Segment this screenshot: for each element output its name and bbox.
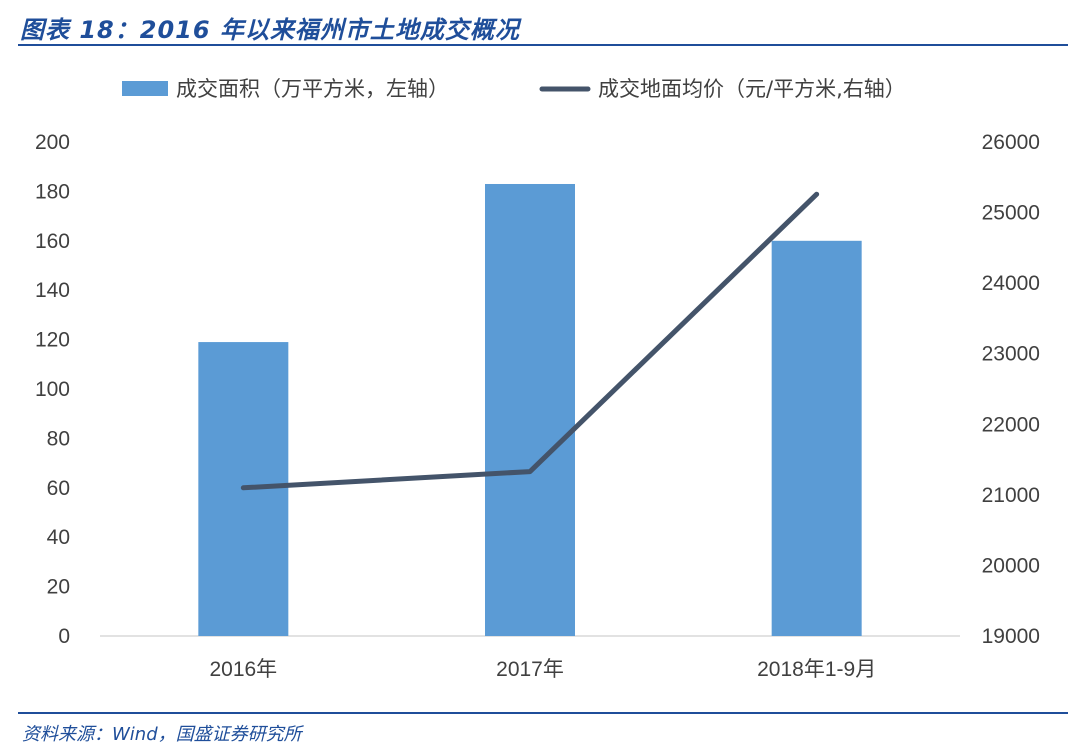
left-axis-tick-label: 160 — [35, 230, 70, 253]
right-axis-tick-label: 26000 — [982, 131, 1040, 154]
legend-label-price: 成交地面均价（元/平方米,右轴） — [598, 77, 906, 101]
right-axis-tick-label: 25000 — [982, 202, 1040, 225]
right-axis-tick-label: 24000 — [982, 272, 1040, 295]
x-axis-tick-label: 2018年1-9月 — [757, 658, 876, 681]
bar-3 — [771, 240, 862, 637]
right-axis-tick-label: 21000 — [982, 484, 1040, 507]
right-axis-tick-label: 19000 — [982, 625, 1040, 648]
left-axis-tick-label: 20 — [47, 576, 70, 599]
source-note: 资料来源：Wind，国盛证券研究所 — [22, 724, 302, 745]
right-axis-tick-label: 20000 — [982, 554, 1040, 577]
bar-2 — [485, 183, 575, 637]
left-axis-tick-label: 80 — [47, 427, 70, 450]
chart-title: 图表 18：2016 年以来福州市土地成交概况 — [20, 16, 520, 44]
x-axis-tick-label: 2017年 — [496, 658, 564, 681]
chart-area: 0 20 40 60 80 100 120 140 160 180 200 19000 20000 210… — [0, 52, 1080, 702]
left-axis-tick-label: 40 — [47, 526, 70, 549]
right-axis-tick-label: 23000 — [982, 343, 1040, 366]
combo-chart: 0 20 40 60 80 100 120 140 160 180 200 19000 20000 210… — [35, 77, 1040, 681]
left-axis-tick-label: 140 — [35, 279, 70, 302]
left-axis-tick-label: 60 — [47, 477, 70, 500]
legend-swatch-area — [122, 81, 168, 96]
left-axis-tick-label: 200 — [35, 131, 70, 154]
x-axis-tick-label: 2016年 — [209, 658, 277, 681]
source-bar: 资料来源：Wind，国盛证券研究所 — [18, 712, 1068, 750]
right-axis-tick-label: 22000 — [982, 413, 1040, 436]
legend-label-area: 成交面积（万平方米，左轴） — [176, 77, 449, 101]
left-axis-tick-label: 100 — [35, 378, 70, 401]
left-axis-tick-label: 180 — [35, 180, 70, 203]
left-axis-tick-label: 0 — [58, 625, 70, 648]
title-bar: 图表 18：2016 年以来福州市土地成交概况 — [18, 6, 1068, 46]
left-axis-tick-label: 120 — [35, 329, 70, 352]
